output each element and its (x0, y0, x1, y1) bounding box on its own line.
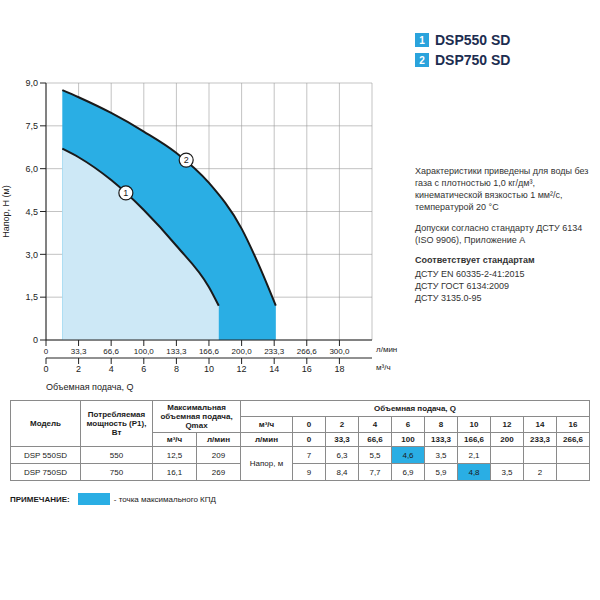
html-text:6: 6 (405, 420, 411, 429)
html-text:12: 12 (502, 420, 512, 429)
svg-text:10: 10 (204, 364, 214, 374)
html-text:0: 0 (306, 435, 312, 444)
html-text:100: 100 (401, 435, 415, 444)
html-text:9: 9 (306, 467, 312, 477)
html-text:м³/ч: м³/ч (166, 435, 183, 444)
html-text:33,3: 33,3 (334, 435, 350, 444)
svg-text:266,6: 266,6 (297, 347, 318, 356)
svg-text:200,0: 200,0 (232, 347, 253, 356)
html-text:269: 269 (211, 467, 226, 477)
html-text:Характеристики приведены для в: Характеристики приведены для воды без га… (415, 166, 589, 213)
html-text:209: 209 (211, 450, 226, 460)
html-text:DSP550 SD: DSP550 SD (435, 32, 511, 48)
html-text:66,6: 66,6 (367, 435, 383, 444)
html-text:200: 200 (500, 435, 514, 444)
html-text:Соответствует стандартам: Соответствует стандартам (415, 254, 535, 265)
html-text:6,9: 6,9 (402, 467, 414, 477)
html-text:Объемная подача, Q: Объемная подача, Q (46, 382, 134, 392)
svg-text:0: 0 (33, 335, 38, 345)
html-text:8: 8 (438, 420, 444, 429)
svg-text:100,0: 100,0 (134, 347, 155, 356)
svg-text:6: 6 (141, 364, 146, 374)
html-text:4: 4 (372, 420, 378, 429)
html-text:8,4: 8,4 (336, 467, 348, 477)
html-text:550: 550 (109, 450, 124, 460)
svg-text:4,5: 4,5 (25, 207, 38, 217)
html-text:ДСТУ EN 60335-2-41:2015: ДСТУ EN 60335-2-41:2015 (415, 269, 525, 279)
html-text:133,3: 133,3 (431, 435, 451, 444)
svg-text:16: 16 (302, 364, 312, 374)
html-text:Напор, м: Напор, м (249, 459, 284, 468)
html-text:л/мин: л/мин (207, 435, 230, 444)
svg-text:Напор, H (м): Напор, H (м) (1, 185, 11, 238)
svg-text:3,0: 3,0 (25, 250, 38, 260)
svg-text:233,3: 233,3 (264, 347, 285, 356)
html-text:5,9: 5,9 (435, 467, 447, 477)
html-text:10: 10 (469, 420, 479, 429)
svg-text:9,0: 9,0 (25, 78, 38, 88)
html-text:16: 16 (568, 420, 578, 429)
svg-text:33,3: 33,3 (71, 347, 87, 356)
svg-text:12: 12 (237, 364, 247, 374)
svg-text:8: 8 (174, 364, 179, 374)
html-text:ДСТУ ГОСТ 6134:2009: ДСТУ ГОСТ 6134:2009 (415, 281, 510, 292)
html-text:ДСТУ 3135.0-95: ДСТУ 3135.0-95 (415, 293, 482, 304)
html-text:2: 2 (537, 467, 543, 477)
svg-text:2: 2 (184, 155, 189, 165)
svg-text:7,5: 7,5 (25, 121, 38, 131)
html-text:14: 14 (535, 420, 545, 429)
html-text:266,6: 266,6 (563, 435, 583, 444)
svg-text:0: 0 (43, 364, 48, 374)
html-text:1: 1 (419, 34, 425, 46)
html-text:DSP750 SD: DSP750 SD (435, 52, 511, 68)
html-text:6,3: 6,3 (336, 450, 348, 460)
svg-text:0: 0 (44, 347, 49, 356)
svg-text:14: 14 (269, 364, 279, 374)
html-text:л/мин: л/мин (255, 435, 278, 444)
html-text:- точка максимального КПД: - точка максимального КПД (113, 494, 216, 504)
html-text:5,5: 5,5 (369, 450, 381, 460)
html-text:ПРИМЕЧАНИЕ:: ПРИМЕЧАНИЕ: (10, 494, 70, 504)
svg-text:1,5: 1,5 (25, 292, 38, 302)
svg-text:м³/ч: м³/ч (376, 363, 391, 372)
html-text:16,1: 16,1 (166, 467, 183, 477)
html-text:Объемная подача, Q: Объемная подача, Q (374, 404, 456, 413)
html-text:166,6: 166,6 (464, 435, 484, 444)
html-text:3,5: 3,5 (435, 450, 447, 460)
html-text:12,5: 12,5 (166, 450, 183, 460)
svg-text:1: 1 (123, 188, 128, 198)
html-text:Потребляемая мощность (P1), Вт: Потребляемая мощность (P1), Вт (86, 410, 147, 437)
html-text:2,1: 2,1 (468, 450, 480, 460)
svg-text:6,0: 6,0 (25, 164, 38, 174)
svg-text:2: 2 (76, 364, 81, 374)
html-text:4,8: 4,8 (468, 467, 480, 477)
svg-text:18: 18 (334, 364, 344, 374)
svg-text:166,6: 166,6 (199, 347, 220, 356)
html-text:Допуски согласно стандарту ДСТ: Допуски согласно стандарту ДСТУ 6134 (IS… (415, 222, 583, 245)
html-text:7: 7 (306, 450, 312, 460)
svg-text:66,6: 66,6 (103, 347, 119, 356)
html-text:м³/ч: м³/ч (258, 420, 275, 429)
svg-text:4: 4 (109, 364, 114, 374)
html-text:750: 750 (109, 467, 124, 477)
html-text:DSP 550SD: DSP 550SD (24, 450, 67, 460)
html-text:2: 2 (419, 54, 425, 66)
html-text:DSP 750SD: DSP 750SD (24, 467, 67, 477)
html-text:2: 2 (339, 420, 345, 429)
html-text:7,7: 7,7 (369, 467, 381, 477)
svg-text:133,3: 133,3 (166, 347, 187, 356)
svg-text:300,0: 300,0 (329, 347, 350, 356)
svg-text:л/мин: л/мин (376, 345, 397, 354)
html-text:233,3: 233,3 (530, 435, 550, 444)
html-text:Модель: Модель (30, 419, 61, 428)
html-text:Максимальная объемная подача,: Максимальная объемная подача, Qmax (160, 403, 233, 430)
html-text:4,6: 4,6 (402, 450, 414, 460)
html-text:0: 0 (306, 420, 312, 429)
html-text:3,5: 3,5 (501, 467, 513, 477)
